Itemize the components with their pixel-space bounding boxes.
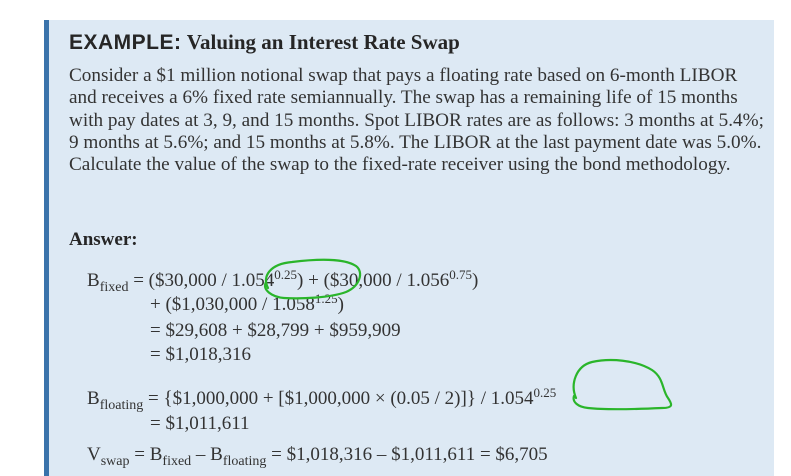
b-floating-line-1: Bfloating = {$1,000,000 + [$1,000,000 × … bbox=[87, 385, 557, 413]
b-fixed-term-1b: ) + ($30,000 / bbox=[297, 270, 407, 291]
b-floating-base: 1.054 bbox=[490, 388, 534, 409]
example-box: EXAMPLE: Valuing an Interest Rate Swap C… bbox=[44, 20, 774, 476]
b-fixed-line-1: Bfixed = ($30,000 / 1.0540.25) + ($30,00… bbox=[87, 267, 479, 295]
problem-text: Consider a $1 million notional swap that… bbox=[69, 65, 764, 176]
v-swap-subscript: swap bbox=[100, 454, 130, 469]
b-fixed-term-1c: ) bbox=[471, 270, 479, 291]
b-fixed-subscript: fixed bbox=[99, 280, 129, 295]
b-fixed-exp-2: 0.75 bbox=[449, 267, 472, 282]
b-fixed-line-2: + ($1,030,000 / 1.0581.25) bbox=[150, 291, 344, 316]
b-floating-subscript: floating bbox=[99, 398, 144, 413]
b-floating-exp: 0.25 bbox=[533, 385, 557, 400]
b-fixed-base-3: 1.058 bbox=[272, 294, 315, 315]
v-swap-sub-floating: floating bbox=[222, 454, 267, 469]
b-fixed-term-2b: ) bbox=[337, 294, 344, 315]
v-swap-result: = $1,018,316 – $1,011,611 = $6,705 bbox=[266, 444, 548, 465]
v-swap-line: Vswap = Bfixed – Bfloating = $1,018,316 … bbox=[87, 444, 548, 469]
b-fixed-exp-3: 1.25 bbox=[314, 291, 338, 306]
v-swap-symbol: V bbox=[87, 444, 101, 465]
b-floating-symbol: B bbox=[87, 388, 100, 409]
b-fixed-term-1a: = ($30,000 / bbox=[128, 270, 232, 291]
v-swap-sub-fixed: fixed bbox=[162, 454, 192, 469]
b-fixed-line-4: = $1,018,316 bbox=[150, 344, 251, 365]
answer-label: Answer: bbox=[69, 229, 138, 250]
example-title: Valuing an Interest Rate Swap bbox=[186, 30, 460, 54]
b-floating-term-1a: = {$1,000,000 + [$1,000,000 × (0.05 / 2)… bbox=[143, 388, 491, 409]
b-fixed-exp-1: 0.25 bbox=[274, 267, 298, 282]
b-fixed-base-2: 1.056 bbox=[406, 270, 450, 291]
b-fixed-base-1: 1.054 bbox=[231, 270, 275, 291]
example-heading: EXAMPLE: Valuing an Interest Rate Swap bbox=[69, 30, 460, 55]
example-keyword: EXAMPLE: bbox=[69, 31, 182, 54]
v-swap-term-a: = B bbox=[129, 444, 163, 465]
b-fixed-symbol: B bbox=[87, 270, 100, 291]
b-fixed-term-2a: + ($1,030,000 / bbox=[150, 294, 273, 315]
b-floating-line-2: = $1,011,611 bbox=[150, 413, 250, 434]
b-fixed-line-3: = $29,608 + $28,799 + $959,909 bbox=[150, 320, 401, 341]
v-swap-minus: – B bbox=[191, 444, 223, 465]
